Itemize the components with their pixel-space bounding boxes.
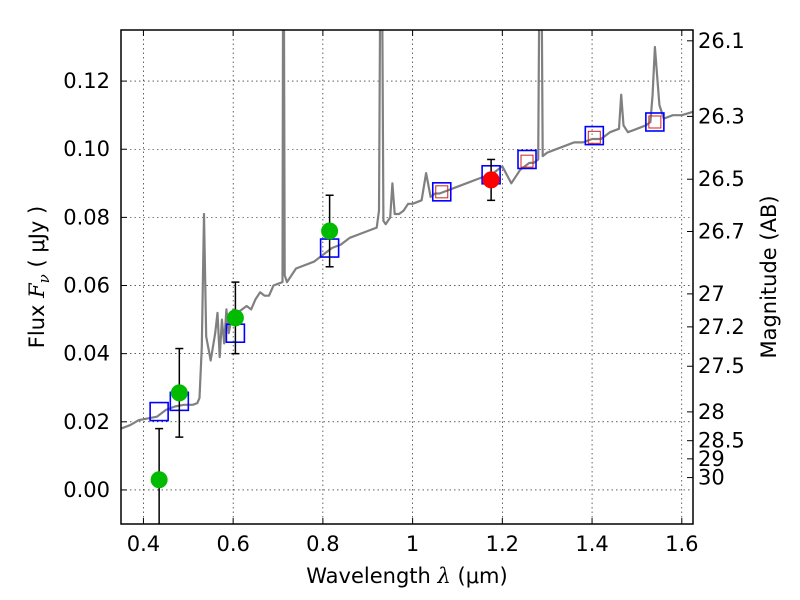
y-tick-label: 0.10 — [63, 137, 110, 161]
x-tick-label: 1.4 — [575, 532, 608, 556]
mag-tick-label: 28.5 — [698, 429, 745, 453]
y-tick-label: 0.08 — [63, 205, 110, 229]
x-axis-title: Wavelength λ (μm) — [306, 564, 507, 588]
x-tick-label: 0.6 — [216, 532, 249, 556]
x-tick-label: 0.4 — [127, 532, 160, 556]
grid — [121, 30, 693, 524]
observed-point — [482, 171, 500, 189]
mag-tick-label: 26.3 — [698, 104, 745, 128]
model-square-point — [645, 112, 665, 132]
spectrum-layer — [121, 30, 693, 430]
marker-layer — [149, 112, 665, 524]
mag-tick-label: 27.2 — [698, 315, 745, 339]
model-square-inner — [520, 154, 534, 168]
y-axis-title: Flux Fν ( μJy ) — [25, 206, 53, 348]
model-square-point — [431, 182, 452, 202]
y2-axis-title: Magnitude (AB) — [757, 195, 781, 358]
observed-point — [226, 309, 244, 327]
x-tick-label: 1.6 — [665, 532, 698, 556]
y-tick-label: 0.04 — [63, 342, 110, 366]
y-tick-label: 0.02 — [63, 410, 110, 434]
spectrum-line — [121, 30, 693, 430]
observed-point — [150, 471, 168, 489]
model-square-inner — [587, 130, 601, 144]
model-square-inner — [435, 185, 449, 199]
plot-frame — [120, 29, 694, 525]
model-square-point — [149, 401, 169, 422]
mag-tick-label: 27.5 — [698, 354, 745, 378]
mag-tick-label: 26.5 — [698, 167, 745, 191]
mag-tick-label: 26.7 — [698, 219, 745, 243]
ticks: 0.4 0.6 0.8 1 1.2 1.4 1.6 0.00 0.02 0.04 0.06 0.08 0… — [63, 29, 745, 556]
y-tick-label: 0.12 — [63, 69, 110, 93]
y-tick-label: 0.06 — [63, 274, 110, 298]
model-square-point — [584, 125, 605, 146]
model-square-inner — [648, 115, 662, 129]
x-tick-label: 1 — [406, 532, 419, 556]
observed-point — [170, 384, 188, 402]
plot-area — [121, 30, 693, 524]
mag-tick-label: 29 — [698, 447, 725, 471]
model-square-point — [517, 149, 537, 170]
x-tick-label: 1.2 — [486, 532, 519, 556]
x-tick-label: 0.8 — [306, 532, 339, 556]
observed-point — [321, 222, 339, 240]
mag-tick-label: 30 — [698, 466, 725, 490]
mag-tick-label: 27 — [698, 282, 725, 306]
mag-tick-label: 28 — [698, 400, 725, 424]
mag-tick-label: 26.1 — [698, 29, 745, 53]
y-tick-label: 0.00 — [63, 478, 110, 502]
